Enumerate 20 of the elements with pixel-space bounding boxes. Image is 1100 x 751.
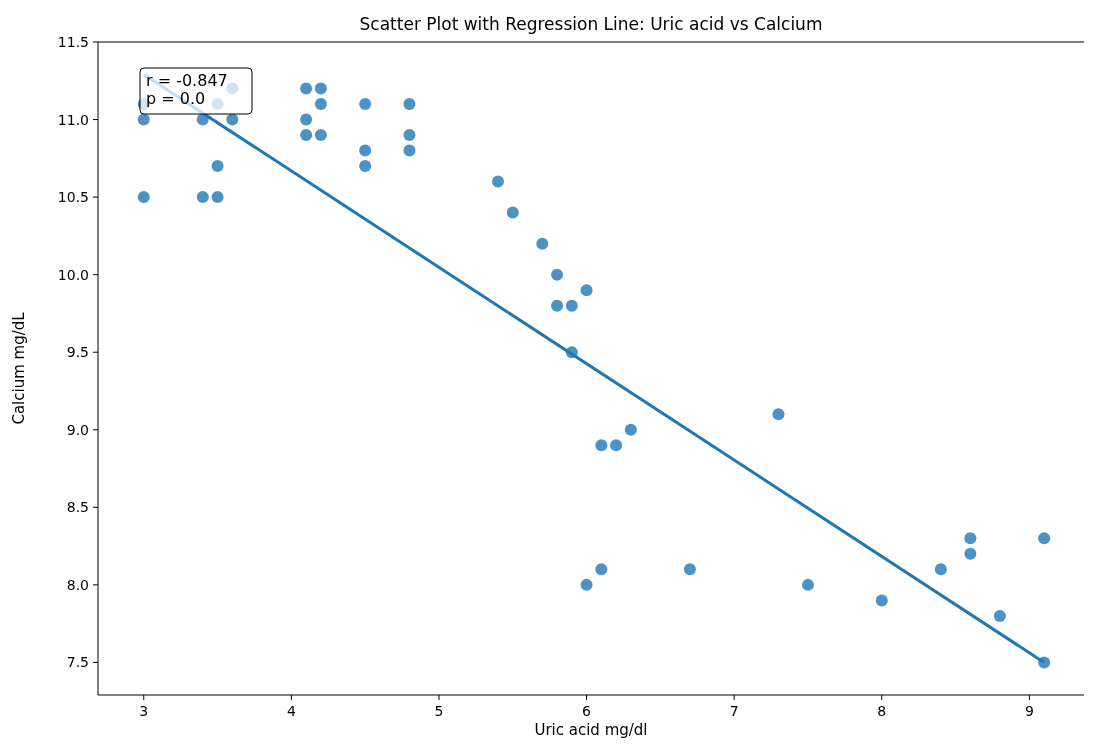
x-axis-title: Uric acid mg/dl	[534, 721, 648, 739]
y-tick-label: 9.5	[66, 344, 89, 361]
y-tick-label: 9.0	[66, 421, 89, 438]
y-tick-label: 10.5	[57, 189, 89, 206]
chart-title: Scatter Plot with Regression Line: Uric acid vs Calcium	[359, 14, 823, 34]
x-tick-label: 3	[139, 703, 149, 719]
y-tick-label: 11.0	[57, 111, 89, 128]
y-axis-title: Calcium mg/dL	[10, 311, 28, 425]
annotation: r = -0.847 p = 0.0	[146, 71, 228, 108]
x-tick-label: 8	[877, 703, 887, 719]
x-tick-label: 9	[1024, 703, 1034, 719]
x-tick-label: 7	[729, 703, 739, 719]
y-tick-label: 10.0	[57, 266, 89, 283]
x-tick-label: 6	[582, 703, 592, 719]
x-tick-label: 4	[286, 703, 296, 719]
x-tick-label: 5	[434, 703, 444, 719]
y-tick-label: 8.0	[66, 576, 89, 593]
y-tick-label: 8.5	[66, 499, 89, 516]
y-tick-label: 11.5	[57, 34, 89, 50]
y-tick-label: 7.5	[66, 654, 89, 671]
